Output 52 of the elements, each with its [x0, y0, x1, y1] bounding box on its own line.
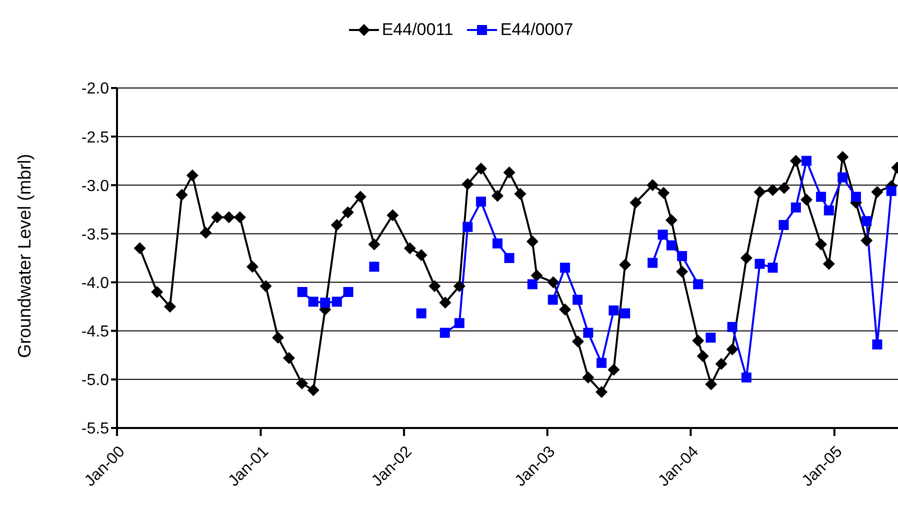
point — [369, 262, 380, 272]
point — [297, 287, 308, 297]
point — [658, 230, 668, 240]
point — [320, 298, 330, 308]
point — [462, 222, 473, 232]
point — [824, 205, 834, 216]
point — [666, 240, 676, 250]
point — [504, 253, 514, 263]
point — [560, 262, 570, 273]
point — [872, 339, 882, 350]
point — [492, 238, 502, 248]
point — [648, 258, 658, 268]
point — [790, 202, 801, 212]
y-axis-title: Groundwater Level (mbrl) — [14, 154, 34, 358]
point — [693, 279, 704, 290]
point — [454, 318, 464, 328]
y-tick-label: -3.5 — [81, 226, 110, 244]
point — [343, 287, 354, 297]
point — [332, 296, 342, 307]
y-tick-label: -5.0 — [81, 372, 110, 390]
point — [308, 296, 318, 307]
legend-label: E44/0007 — [500, 20, 574, 40]
point — [850, 192, 861, 202]
legend-label: E44/0011 — [382, 20, 454, 40]
y-tick-label: -5.5 — [81, 420, 110, 438]
y-tick-label: -4.5 — [81, 324, 110, 341]
point — [608, 305, 619, 316]
point — [862, 216, 872, 226]
point — [440, 328, 450, 338]
y-tick-label: -4.0 — [81, 274, 110, 292]
point — [727, 322, 738, 332]
point — [768, 262, 778, 273]
y-tick-label: -2.5 — [81, 129, 110, 146]
point — [548, 294, 558, 305]
point — [778, 220, 789, 230]
point — [583, 328, 594, 338]
point — [416, 308, 426, 318]
y-tick-label: -2.0 — [81, 80, 110, 98]
point — [754, 258, 765, 269]
y-tick-label: -3.0 — [81, 178, 110, 195]
point — [802, 156, 812, 166]
point — [476, 196, 486, 207]
point — [838, 172, 848, 182]
point — [706, 332, 716, 343]
point — [886, 186, 896, 196]
point — [620, 308, 630, 318]
point — [572, 294, 583, 305]
point — [677, 251, 688, 262]
point — [527, 279, 538, 290]
point — [816, 192, 826, 202]
point — [741, 372, 752, 382]
point — [596, 358, 607, 368]
